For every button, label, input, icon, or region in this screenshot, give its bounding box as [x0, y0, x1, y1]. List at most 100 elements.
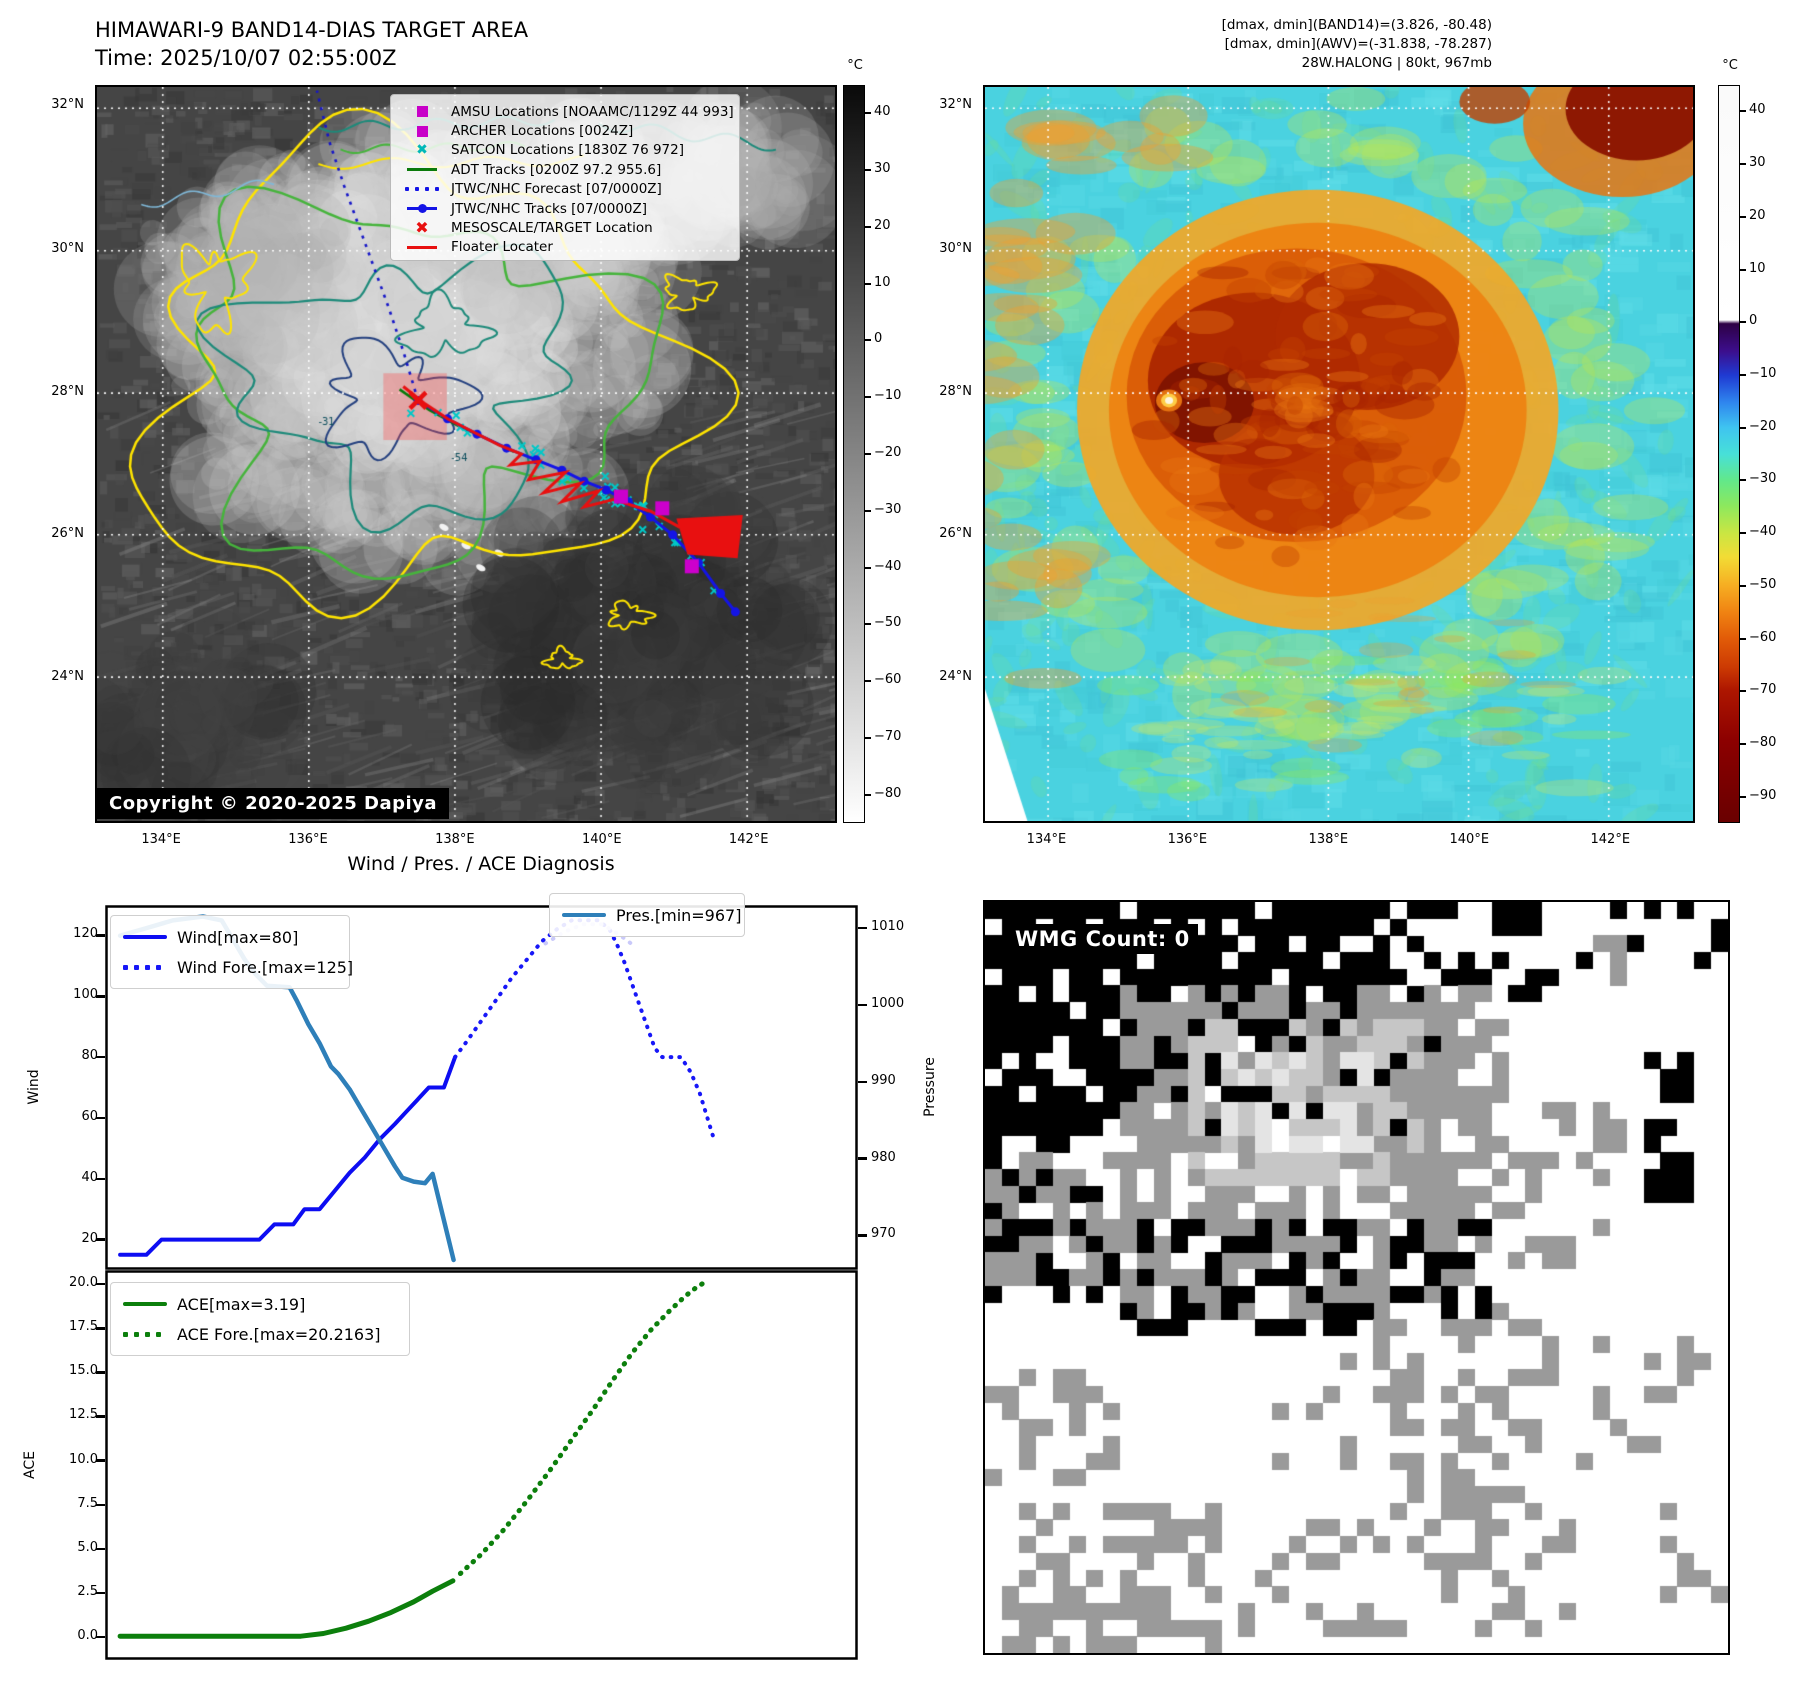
wind-chart-ytick-label: 40	[81, 1169, 98, 1185]
awv-colorbar-tick	[1740, 795, 1746, 798]
band14-colorbar-tick	[865, 736, 871, 739]
band14-colorbar-tick-label: 20	[874, 217, 891, 233]
band14-colorbar-tick	[865, 793, 871, 796]
awv-colorbar-tick	[1740, 690, 1746, 693]
awv-y-tick-label: 28°N	[939, 383, 972, 399]
ace-chart-ytick-label: 10.0	[69, 1451, 98, 1467]
map-legend-label: JTWC/NHC Tracks [07/0000Z]	[451, 200, 648, 217]
awv-x-tick-label: 136°E	[1167, 832, 1208, 847]
awv-colorbar-tick-label: −70	[1749, 682, 1777, 698]
awv-y-tick-label: 24°N	[939, 669, 972, 685]
awv-colorbar-tick	[1740, 426, 1746, 429]
wind-chart-y2tick-label: 1010	[871, 919, 905, 935]
map-legend-label: SATCON Locations [1830Z 76 972]	[451, 142, 684, 159]
wind-fore-legend-label: Wind Fore.[max=125]	[177, 957, 354, 977]
band14-colorbar-tick-label: 40	[874, 104, 891, 120]
diagnosis-title: Wind / Pres. / ACE Diagnosis	[347, 853, 615, 875]
legend-item-pres: Pres.[min=967]	[562, 900, 741, 930]
map-legend-label: MESOSCALE/TARGET Location	[451, 220, 653, 237]
awv-colorbar-tick	[1740, 163, 1746, 166]
band14-y-tick-label: 30°N	[51, 240, 84, 256]
awv-colorbar-tick-label: −80	[1749, 734, 1777, 750]
wmg-pixel-canvas	[985, 902, 1728, 1653]
band14-colorbar-tick	[865, 680, 871, 683]
awv-satellite-canvas	[985, 87, 1693, 821]
band14-colorbar-tick	[865, 282, 871, 285]
wind-chart-series-1	[453, 918, 717, 1145]
awv-colorbar-tick	[1740, 532, 1746, 535]
awv-colorbar-tick-label: 0	[1749, 313, 1758, 329]
wind-chart-ytick	[96, 995, 105, 998]
wind-chart-ytick-label: 20	[81, 1230, 98, 1246]
band14-colorbar-tick-label: −10	[874, 388, 902, 404]
ace-chart-ytick	[96, 1503, 105, 1506]
awv-colorbar-tick-label: 10	[1749, 260, 1766, 276]
awv-colorbar-tick	[1740, 110, 1746, 113]
ace-chart-ytick-label: 15.0	[69, 1363, 98, 1379]
band14-satellite-map: AMSU Locations [NOAAMC/1129Z 44 993] ARCH…	[95, 85, 837, 823]
ace-fore-legend-label: ACE Fore.[max=20.2163]	[177, 1324, 381, 1344]
ace-fore-swatch	[123, 1331, 167, 1337]
awv-colorbar-tick	[1740, 321, 1746, 324]
legend-item-wind-fore: Wind Fore.[max=125]	[123, 952, 353, 982]
awv-colorbar-tick-label: −90	[1749, 787, 1777, 803]
map-legend-label: ARCHER Locations [0024Z]	[451, 123, 634, 140]
awv-colorbar-tick	[1740, 479, 1746, 482]
awv-y-tick-label: 32°N	[939, 97, 972, 113]
storm-id-label: 28W.HALONG | 80kt, 967mb	[1301, 55, 1492, 71]
wind-chart-y2tick	[858, 1080, 867, 1084]
pres-line-swatch	[562, 913, 606, 917]
ace-chart-ytick	[96, 1459, 105, 1462]
band14-x-tick-label: 142°E	[728, 832, 769, 847]
wind-line-swatch	[123, 935, 167, 939]
ace-chart-ytick	[96, 1282, 105, 1286]
pres-legend-label: Pres.[min=967]	[616, 905, 742, 925]
x-bold-icon: ✖	[415, 218, 429, 238]
band14-colorbar-tick	[865, 339, 871, 342]
ace-chart-ytick	[96, 1415, 105, 1418]
band14-x-tick-label: 134°E	[141, 832, 181, 847]
map-legend-item-0: AMSU Locations [NOAAMC/1129Z 44 993]	[401, 102, 734, 121]
pressure-legend: Pres.[min=967]	[549, 893, 745, 937]
ace-chart-ytick-label: 7.5	[77, 1495, 98, 1511]
wmg-count-label: WMG Count: 0	[1007, 924, 1198, 954]
awv-colorbar	[1718, 85, 1740, 823]
awv-header: [dmax, dmin](BAND14)=(3.826, -80.48) [dm…	[1000, 16, 1492, 73]
band14-colorbar-tick	[865, 566, 871, 569]
map-legend-item-1: ARCHER Locations [0024Z]	[401, 121, 729, 140]
dotted-icon	[401, 187, 443, 192]
map-legend-item-6: ✖ MESOSCALE/TARGET Location	[401, 218, 729, 237]
ace-legend-label: ACE[max=3.19]	[177, 1294, 306, 1314]
awv-colorbar-tick-label: −20	[1749, 418, 1777, 434]
ace-chart-series-0	[117, 1578, 456, 1639]
awv-colorbar-tick	[1740, 637, 1746, 640]
awv-colorbar-tick-label: −10	[1749, 365, 1777, 381]
band14-colorbar-unit: °C	[847, 58, 863, 73]
band14-time: Time: 2025/10/07 02:55:00Z	[95, 46, 397, 70]
wind-chart-ytick-label: 100	[73, 987, 98, 1003]
legend-item-wind: Wind[max=80]	[123, 922, 337, 952]
band14-x-tick-label: 140°E	[582, 832, 622, 847]
map-legend-label: AMSU Locations [NOAAMC/1129Z 44 993]	[451, 103, 734, 120]
wind-chart-y2tick	[858, 1157, 867, 1160]
wind-chart-ytick	[96, 934, 105, 937]
band14-colorbar	[843, 85, 865, 823]
awv-colorbar-unit: °C	[1722, 58, 1738, 73]
wind-chart-y2tick	[858, 926, 867, 930]
awv-colorbar-tick	[1740, 584, 1746, 587]
awv-colorbar-tick	[1740, 268, 1746, 271]
awv-x-tick-label: 138°E	[1308, 832, 1349, 847]
line-icon	[401, 245, 443, 249]
awv-colorbar-tick-label: 20	[1749, 207, 1766, 223]
band14-x-tick-label: 136°E	[288, 832, 328, 847]
wind-chart-ytick	[96, 1055, 105, 1059]
awv-colorbar-tick-label: −30	[1749, 471, 1777, 487]
copyright-badge: Copyright © 2020-2025 Dapiya	[97, 788, 450, 819]
map-legend-label: ADT Tracks [0200Z 97.2 955.6]	[451, 161, 662, 178]
wind-chart-y2tick	[858, 1003, 867, 1007]
wind-chart-y2tick-label: 990	[871, 1072, 896, 1088]
wind-chart-ytick-label: 60	[81, 1108, 98, 1124]
square-icon	[401, 106, 443, 118]
map-legend-item-7: Floater Locater	[401, 238, 729, 257]
band14-colorbar-tick-label: −20	[874, 445, 902, 460]
